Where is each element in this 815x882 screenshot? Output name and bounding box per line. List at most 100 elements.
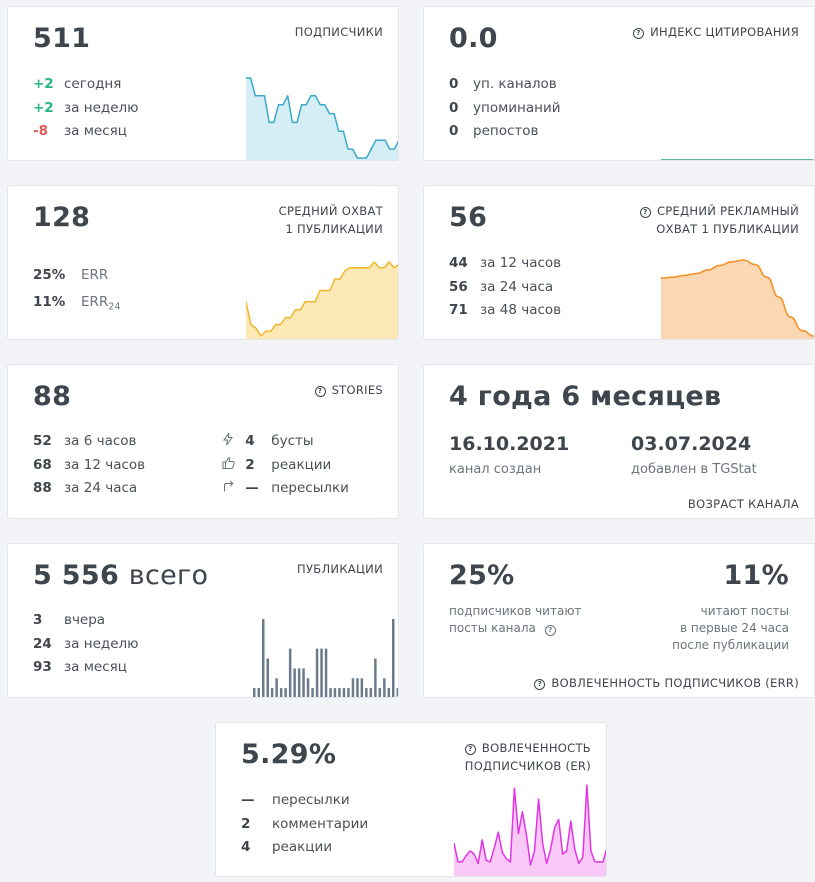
err-left-text-2: посты канала ? — [449, 621, 556, 636]
lightning-icon — [218, 431, 238, 452]
stories-row-24h: 88 за 24 часа — [33, 480, 138, 496]
bar — [315, 648, 319, 697]
reach-sparkline — [246, 261, 398, 339]
bar — [284, 688, 287, 697]
bar — [374, 658, 377, 697]
sparkline-line — [246, 77, 398, 159]
subscribers-row-week: +2 за неделю — [33, 100, 139, 116]
er-row-comments: 2 комментарии — [241, 816, 369, 832]
bar — [383, 678, 386, 697]
help-icon[interactable]: ? — [534, 679, 546, 690]
bar — [320, 648, 323, 697]
ad-reach-row-48h: 71 за 48 часов — [449, 302, 562, 318]
bar — [392, 619, 395, 697]
help-icon[interactable]: ? — [633, 28, 645, 39]
citation-sparkline — [661, 159, 814, 161]
share-arrow-icon — [218, 479, 238, 499]
bar — [342, 688, 346, 697]
reach-card[interactable]: 128 СРЕДНИЙ ОХВАТ 1 ПУБЛИКАЦИИ 25% ERR 11%… — [7, 185, 399, 340]
posts-row-month: 93 за месяц — [33, 659, 127, 675]
sparkline-area — [246, 78, 398, 160]
subscribers-card[interactable]: 511 ПОДПИСЧИКИ +2 сегодня +2 за неделю -8 з… — [7, 6, 399, 161]
created-label: канал создан — [449, 462, 542, 477]
posts-label: ПУБЛИКАЦИИ — [297, 562, 383, 576]
bar — [306, 678, 310, 697]
bar — [333, 688, 337, 697]
help-icon[interactable]: ? — [544, 625, 556, 636]
bar — [369, 688, 373, 697]
sparkline-line — [246, 261, 398, 337]
er-value: 5.29% — [241, 739, 337, 770]
er-row-reactions: 4 реакции — [241, 839, 333, 855]
help-icon[interactable]: ? — [639, 207, 651, 218]
added-label: добавлен в TGStat — [631, 462, 757, 477]
bar — [356, 678, 359, 697]
citation-card[interactable]: 0.0 ? ИНДЕКС ЦИТИРОВАНИЯ 0 уп. каналов 0 уп… — [423, 6, 815, 161]
bar — [253, 688, 256, 697]
subscribers-row-month: -8 за месяц — [33, 123, 127, 139]
err-left-value: 25% — [449, 560, 515, 591]
bar — [270, 688, 274, 697]
stories-row-boosts: 4 бусты — [218, 431, 314, 451]
subscribers-sparkline — [246, 77, 398, 160]
er-label: ? ВОВЛЕЧЕННОСТЬ ПОДПИСЧИКОВ (ER) — [464, 741, 591, 773]
err-card[interactable]: 25% подписчиков читают посты канала ? 11… — [423, 543, 815, 698]
sparkline-area — [661, 260, 814, 339]
subscribers-count: 511 — [33, 23, 91, 54]
bar — [293, 668, 296, 697]
ad-reach-card[interactable]: 56 ? СРЕДНИЙ РЕКЛАМНЫЙ ОХВАТ 1 ПУБЛИКАЦИИ… — [423, 185, 815, 340]
help-icon[interactable]: ? — [464, 744, 476, 755]
sparkline-area — [454, 785, 606, 876]
channel-age-card[interactable]: 4 года 6 месяцев 16.10.2021 канал создан… — [423, 364, 815, 519]
bar — [297, 668, 301, 697]
sparkline-area — [246, 262, 398, 339]
er-card[interactable]: 5.29% ? ВОВЛЕЧЕННОСТЬ ПОДПИСЧИКОВ (ER) — п… — [215, 722, 607, 877]
bar — [302, 668, 305, 697]
stories-card[interactable]: 88 ? STORIES 52 за 6 часов 68 за 12 часов 8… — [7, 364, 399, 519]
channel-age-label: ВОЗРАСТ КАНАЛА — [687, 497, 799, 511]
reach-value: 128 — [33, 202, 91, 233]
stories-row-6h: 52 за 6 часов — [33, 433, 137, 449]
bar — [262, 619, 265, 697]
bar — [311, 688, 314, 697]
err-right-text-1: читают посты — [700, 604, 789, 618]
bar — [360, 678, 364, 697]
posts-card[interactable]: 5 556 всего ПУБЛИКАЦИИ 3 вчера 24 за недел… — [7, 543, 399, 698]
err-right-value: 11% — [723, 560, 789, 591]
sparkline-area — [661, 160, 814, 161]
posts-row-yesterday: 3 вчера — [33, 612, 106, 628]
citation-label: ? ИНДЕКС ЦИТИРОВАНИЯ — [633, 23, 799, 41]
posts-bar-chart — [253, 619, 398, 697]
err-right-text-3: после публикации — [672, 638, 789, 652]
stories-row-forwards: — пересылки — [218, 478, 349, 498]
citation-index-value: 0.0 — [449, 23, 498, 54]
citation-row-mentions: 0 упоминаний — [449, 100, 561, 116]
added-date: 03.07.2024 — [631, 433, 752, 455]
bar — [347, 688, 350, 697]
bar — [387, 688, 391, 697]
er-sparkline — [454, 784, 606, 876]
help-icon[interactable]: ? — [314, 386, 326, 397]
bar — [378, 688, 382, 697]
bar — [324, 648, 328, 697]
sparkline-line — [454, 784, 606, 866]
err-right-text-2: в первые 24 часа — [680, 621, 789, 635]
ad-reach-sparkline — [661, 259, 814, 339]
stories-value: 88 — [33, 381, 72, 412]
created-date: 16.10.2021 — [449, 433, 570, 455]
ad-reach-label: ? СРЕДНИЙ РЕКЛАМНЫЙ ОХВАТ 1 ПУБЛИКАЦИИ — [639, 202, 799, 238]
bar — [329, 688, 332, 697]
bar — [275, 678, 278, 697]
bar — [288, 648, 292, 697]
bar — [351, 678, 355, 697]
thumbs-up-icon — [218, 456, 238, 476]
ad-reach-row-12h: 44 за 12 часов — [449, 255, 562, 271]
bar — [396, 688, 398, 697]
posts-total: 5 556 всего — [33, 560, 209, 591]
posts-row-week: 24 за неделю — [33, 636, 139, 652]
citation-row-reposts: 0 репостов — [449, 123, 539, 139]
err-left-text-1: подписчиков читают — [449, 604, 582, 618]
er-row-forwards: — пересылки — [241, 792, 350, 808]
stories-row-12h: 68 за 12 часов — [33, 457, 146, 473]
reach-row-err: 25% ERR — [33, 267, 109, 283]
